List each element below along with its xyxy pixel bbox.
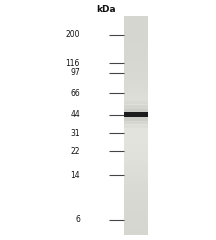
Bar	[124, 191, 148, 195]
Bar	[124, 53, 148, 57]
Bar	[124, 75, 148, 79]
Bar	[124, 105, 148, 109]
Bar	[124, 27, 148, 31]
Bar	[124, 67, 148, 72]
Bar	[124, 93, 148, 97]
Bar	[124, 216, 148, 221]
Text: 14: 14	[70, 171, 80, 180]
Bar	[124, 104, 148, 108]
Bar	[124, 17, 148, 235]
Bar	[124, 155, 148, 159]
Bar	[124, 151, 148, 155]
Bar	[124, 60, 148, 64]
Bar	[124, 184, 148, 188]
Bar	[124, 176, 148, 181]
Bar	[124, 198, 148, 203]
Bar	[124, 231, 148, 235]
Text: 44: 44	[70, 110, 80, 119]
Bar	[124, 213, 148, 217]
Bar	[124, 209, 148, 213]
Bar	[124, 125, 148, 128]
Bar	[124, 85, 148, 90]
Bar	[124, 38, 148, 42]
Bar	[124, 115, 148, 119]
Bar	[124, 56, 148, 60]
Bar	[124, 147, 148, 151]
Bar	[124, 35, 148, 39]
Bar	[124, 49, 148, 53]
Bar	[124, 108, 148, 112]
Bar	[124, 166, 148, 170]
Bar	[124, 120, 148, 124]
Bar	[124, 129, 148, 133]
Bar	[124, 107, 148, 111]
Bar	[124, 101, 148, 104]
Text: kDa: kDa	[96, 5, 116, 14]
Bar	[124, 122, 148, 126]
Bar	[124, 24, 148, 28]
Bar	[124, 71, 148, 75]
Bar	[124, 195, 148, 199]
Text: 66: 66	[70, 89, 80, 98]
Bar	[124, 202, 148, 206]
Bar	[124, 45, 148, 50]
Text: 97: 97	[70, 68, 80, 77]
Bar	[124, 144, 148, 148]
Bar	[124, 118, 148, 122]
Bar	[124, 173, 148, 177]
Bar	[124, 16, 148, 20]
Bar	[124, 140, 148, 144]
Bar	[124, 126, 148, 130]
Bar	[124, 206, 148, 210]
Bar	[124, 20, 148, 24]
Text: 6: 6	[75, 216, 80, 224]
Bar	[124, 114, 148, 115]
Bar	[124, 224, 148, 228]
Bar	[124, 220, 148, 224]
Bar	[124, 117, 148, 121]
Bar	[124, 82, 148, 86]
Bar	[124, 100, 148, 104]
Bar	[124, 111, 148, 115]
Bar	[124, 169, 148, 173]
Bar	[124, 113, 148, 117]
Bar	[124, 136, 148, 141]
Bar	[124, 78, 148, 82]
Text: 116: 116	[65, 59, 80, 68]
Bar	[124, 158, 148, 162]
Bar	[124, 42, 148, 46]
Bar	[124, 228, 148, 232]
Bar	[124, 180, 148, 184]
Text: 22: 22	[70, 147, 80, 156]
Bar	[124, 162, 148, 166]
Text: 31: 31	[70, 129, 80, 138]
Bar	[124, 31, 148, 35]
Bar	[124, 64, 148, 68]
Bar	[124, 187, 148, 192]
Bar	[124, 133, 148, 137]
Bar	[124, 96, 148, 101]
Bar	[124, 89, 148, 93]
Text: 200: 200	[65, 30, 80, 39]
